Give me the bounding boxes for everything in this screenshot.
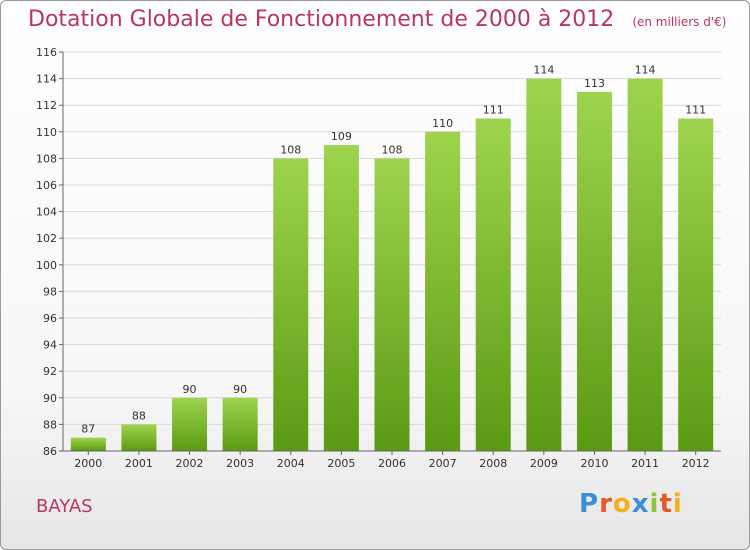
chart-title-text: Dotation Globale de Fonctionnement de 20… — [28, 7, 615, 32]
logo-letter: r — [599, 489, 613, 519]
y-tick-label: 88 — [43, 418, 57, 431]
bar-value-label: 114 — [533, 64, 554, 77]
logo-letter: i — [649, 489, 660, 519]
bar — [374, 158, 410, 451]
bar-value-label: 110 — [432, 117, 453, 130]
logo-letter: o — [612, 489, 632, 519]
y-tick-label: 100 — [36, 259, 57, 272]
bar-value-label: 108 — [382, 143, 403, 156]
x-tick-label: 2002 — [176, 457, 204, 470]
bar — [425, 131, 461, 452]
x-tick-label: 2009 — [530, 457, 558, 470]
x-tick-label: 2010 — [580, 457, 608, 470]
x-tick-label: 2005 — [327, 457, 355, 470]
x-tick-label: 2012 — [682, 457, 710, 470]
bar — [273, 158, 309, 451]
bar-value-label: 111 — [685, 104, 706, 117]
logo-letter: i — [672, 489, 683, 519]
bar-value-label: 90 — [183, 383, 197, 396]
y-axis: 86 88 90 92 94 96 98 100 102 104 106 108 110 112 114 11… — [36, 46, 64, 458]
y-tick-label: 92 — [43, 365, 57, 378]
chart-unit: (en milliers d'€) — [632, 15, 727, 29]
x-tick-label: 2003 — [226, 457, 254, 470]
x-tick-label: 2001 — [125, 457, 153, 470]
y-tick-label: 94 — [43, 339, 57, 352]
y-tick-label: 114 — [36, 73, 57, 86]
y-tick-label: 102 — [36, 232, 57, 245]
x-tick-label: 2000 — [74, 457, 102, 470]
y-tick-label: 106 — [36, 179, 57, 192]
x-tick-label: 2011 — [631, 457, 659, 470]
y-tick-label: 110 — [36, 126, 57, 139]
y-tick-label: 90 — [43, 392, 57, 405]
bar-value-label: 87 — [81, 423, 95, 436]
bar-value-label: 109 — [331, 130, 352, 143]
y-tick-label: 104 — [36, 206, 57, 219]
y-tick-label: 98 — [43, 285, 57, 298]
y-tick-label: 96 — [43, 312, 57, 325]
bar-value-label: 90 — [233, 383, 247, 396]
bars: 87 88 90 90 108 109 108 110 111 114 113 114 111 — [70, 64, 714, 452]
bar — [70, 437, 106, 451]
logo-letter: x — [631, 489, 650, 519]
bar — [526, 78, 562, 451]
bar-value-label: 111 — [483, 104, 504, 117]
y-tick-label: 112 — [36, 99, 57, 112]
bar — [172, 397, 208, 451]
bar — [323, 145, 359, 451]
bar-value-label: 114 — [635, 64, 656, 77]
logo-letter: P — [579, 489, 600, 519]
bar — [475, 118, 511, 451]
chart-title: Dotation Globale de Fonctionnement de 20… — [28, 7, 726, 32]
y-tick-label: 116 — [36, 46, 57, 59]
proxiti-logo: Proxiti — [579, 489, 683, 519]
bar — [678, 118, 714, 451]
logo-letter: t — [659, 489, 673, 519]
x-tick-label: 2008 — [479, 457, 507, 470]
bar — [576, 91, 612, 452]
y-tick-label: 108 — [36, 152, 57, 165]
x-tick-label: 2004 — [277, 457, 305, 470]
x-tick-label: 2006 — [378, 457, 406, 470]
x-axis: 2000 2001 2002 2003 2004 2005 2006 2007 2008 2009… — [63, 450, 721, 470]
bar — [222, 397, 258, 451]
x-tick-label: 2007 — [429, 457, 457, 470]
bar — [627, 78, 663, 451]
y-tick-label: 86 — [43, 445, 57, 458]
place-name: BAYAS — [36, 496, 93, 517]
bar-value-label: 108 — [280, 143, 301, 156]
bar-value-label: 88 — [132, 409, 146, 422]
bar — [121, 424, 157, 451]
bar-value-label: 113 — [584, 77, 605, 90]
